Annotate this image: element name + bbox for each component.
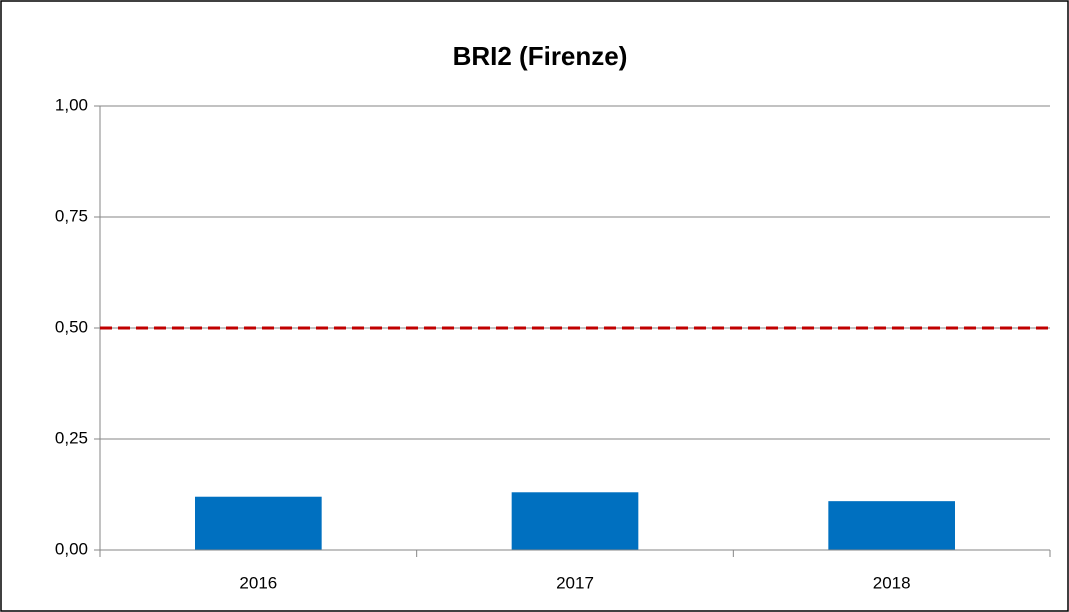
y-tick-label: 0,50 [55,317,88,336]
bar [828,501,955,550]
y-tick-label: 0,75 [55,206,88,225]
y-tick-label: 0,25 [55,428,88,447]
y-tick-label: 0,00 [55,539,88,558]
bar [195,496,322,550]
x-tick-label: 2017 [556,573,594,592]
x-tick-label: 2018 [873,573,911,592]
y-tick-label: 1,00 [55,95,88,114]
chart-title: BRI2 (Firenze) [453,41,628,71]
x-tick-label: 2016 [239,573,277,592]
bar [511,492,639,550]
